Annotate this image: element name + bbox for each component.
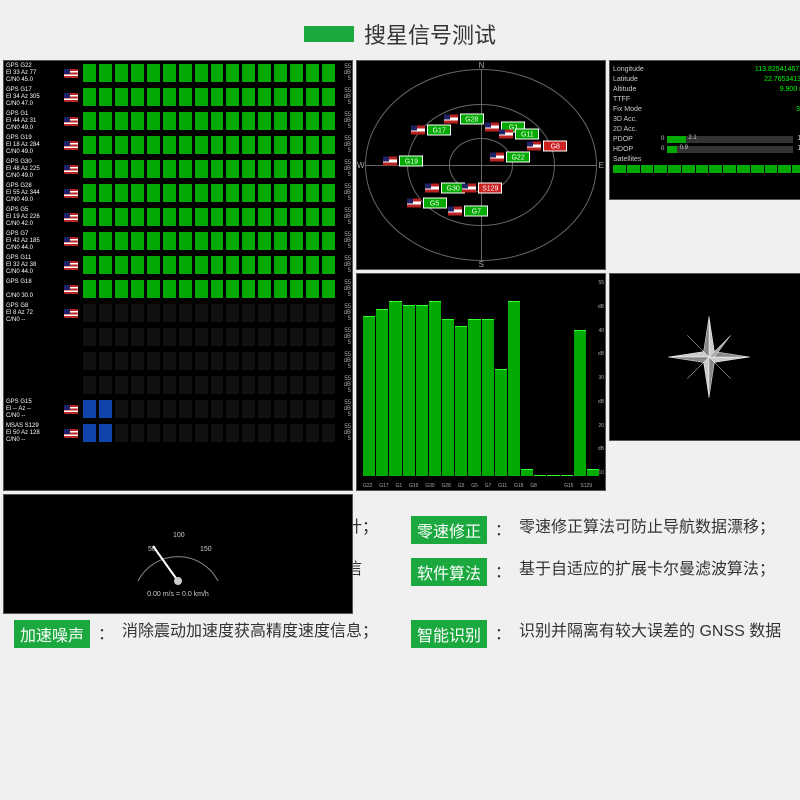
sky-satellite: G8 (543, 140, 567, 151)
sky-satellite: S129 (478, 183, 502, 194)
flag-icon (64, 69, 78, 78)
speedometer-icon: 50 100 150 (118, 511, 238, 591)
histogram-bar (389, 301, 401, 476)
feature-text: 识别并隔离有较大误差的 GNSS 数据 (519, 620, 781, 644)
satellite-row: GPS G22El 33 Az 77C/N0 45.055dB5 (4, 61, 352, 85)
histogram-bar (521, 469, 533, 476)
sky-satellite: G7 (464, 206, 488, 217)
info-row: Latitude22.76534131 (613, 74, 800, 84)
satellite-row: GPS G28El 55 Az 344C/N0 49.055dB5 (4, 181, 352, 205)
feature-text: 消除震动加速度获高精度速度信息； (122, 620, 378, 644)
satellite-row: GPS G7El 42 Az 185C/N0 44.055dB5 (4, 229, 352, 253)
sky-satellite: G17 (427, 125, 451, 136)
info-row: Altitude9.900 m (613, 84, 800, 94)
flag-icon (64, 309, 78, 318)
histogram-bar (508, 301, 520, 476)
histogram-bar (363, 316, 375, 476)
satellite-row: 55dB5 (4, 373, 352, 397)
sky-plot-panel: N S E W G28G17G1G11G8G19G22G30S129G5G7 (356, 60, 606, 270)
gnss-dashboard: GPS G22El 33 Az 77C/N0 45.055dB5GPS G17E… (0, 60, 800, 492)
compass-panel (609, 273, 800, 441)
feature-item: 软件算法：基于自适应的扩展卡尔曼滤波算法； (411, 558, 786, 606)
signal-histogram (363, 280, 599, 476)
info-row: TTFF (613, 94, 800, 104)
histogram-bar (455, 326, 467, 476)
flag-icon (64, 261, 78, 270)
sky-satellite: G22 (506, 152, 530, 163)
feature-item: 零速修正：零速修正算法可防止导航数据漂移； (411, 516, 786, 544)
signal-histogram-panel: 55dB40dB30dB20dB10 G22G17G1G19G30G28G5G5… (356, 273, 606, 491)
sky-satellite: G28 (460, 113, 484, 124)
histogram-bar (429, 301, 441, 476)
satellite-row: GPS G15El -- Az --C/N0 --55dB5 (4, 397, 352, 421)
info-row: 2D Acc. (613, 124, 800, 134)
dop-bar: PDOP02.110 (613, 134, 800, 144)
histogram-bar (561, 475, 573, 476)
speed-readout: 0.00 m/s = 0.0 km/h (147, 591, 209, 598)
page-header: 搜星信号测试 (0, 0, 800, 60)
feature-tag: 零速修正 (411, 516, 487, 544)
feature-tag: 加速噪声 (14, 620, 90, 648)
histogram-bar (547, 475, 559, 476)
satellite-row: GPS G1El 44 Az 31C/N0 49.055dB5 (4, 109, 352, 133)
satellite-row: 55dB5 (4, 325, 352, 349)
satellite-row: GPS G11El 32 Az 38C/N0 44.055dB5 (4, 253, 352, 277)
dop-bar: HDOP00.910 (613, 144, 800, 154)
svg-text:150: 150 (200, 546, 212, 553)
compass-rose-icon (664, 312, 754, 402)
histogram-bar (574, 330, 586, 476)
satellite-row: GPS G30El 48 Az 225C/N0 49.055dB5 (4, 157, 352, 181)
satellite-list-panel: GPS G22El 33 Az 77C/N0 45.055dB5GPS G17E… (3, 60, 353, 491)
feature-tag: 软件算法 (411, 558, 487, 586)
position-info-panel: Longitude113.82541467.1Latitude22.765341… (609, 60, 800, 200)
satellite-row: GPS G19El 18 Az 284C/N0 49.055dB5 (4, 133, 352, 157)
info-row: 3D Acc. (613, 114, 800, 124)
title-badge (304, 26, 354, 42)
page-title: 搜星信号测试 (364, 18, 496, 50)
flag-icon (64, 429, 78, 438)
histogram-bar (482, 319, 494, 476)
feature-item: 智能识别：识别并隔离有较大误差的 GNSS 数据 (411, 620, 786, 648)
sky-satellite: G5 (423, 198, 447, 209)
flag-icon (64, 285, 78, 294)
feature-text: 零速修正算法可防止导航数据漂移； (519, 516, 775, 540)
satellite-row: GPS G18C/N0 30.055dB5 (4, 277, 352, 301)
histogram-bar (534, 475, 546, 476)
satellite-row: GPS G5El 19 Az 226C/N0 42.055dB5 (4, 205, 352, 229)
flag-icon (64, 405, 78, 414)
flag-icon (64, 237, 78, 246)
speed-gauge-panel: 50 100 150 0.00 m/s = 0.0 km/h (3, 494, 353, 614)
satellite-row: GPS G17El 34 Az 305C/N0 47.055dB5 (4, 85, 352, 109)
flag-icon (64, 165, 78, 174)
satellite-row: GPS G8El 8 Az 72C/N0 --55dB5 (4, 301, 352, 325)
satellite-row: MSAS S129El 50 Az 128C/N0 --55dB5 (4, 421, 352, 445)
flag-icon (64, 213, 78, 222)
flag-icon (64, 189, 78, 198)
sky-satellite: G11 (515, 129, 539, 140)
svg-text:100: 100 (173, 532, 185, 539)
histogram-bar (403, 305, 415, 476)
info-row: Fix Mode3D (613, 104, 800, 114)
flag-icon (64, 117, 78, 126)
flag-icon (64, 93, 78, 102)
histogram-bar (376, 309, 388, 476)
info-row: Longitude113.82541467.1 (613, 64, 800, 74)
histogram-bar (442, 319, 454, 476)
histogram-bar (495, 369, 507, 476)
sky-plot: N S E W G28G17G1G11G8G19G22G30S129G5G7 (365, 69, 597, 261)
feature-text: 基于自适应的扩展卡尔曼滤波算法； (519, 558, 775, 582)
satellite-row: 55dB5 (4, 349, 352, 373)
feature-item: 加速噪声：消除震动加速度获高精度速度信息； (14, 620, 389, 648)
feature-tag: 智能识别 (411, 620, 487, 648)
sky-satellite: G19 (399, 156, 423, 167)
flag-icon (64, 141, 78, 150)
histogram-bar (468, 319, 480, 476)
histogram-bar (416, 305, 428, 476)
